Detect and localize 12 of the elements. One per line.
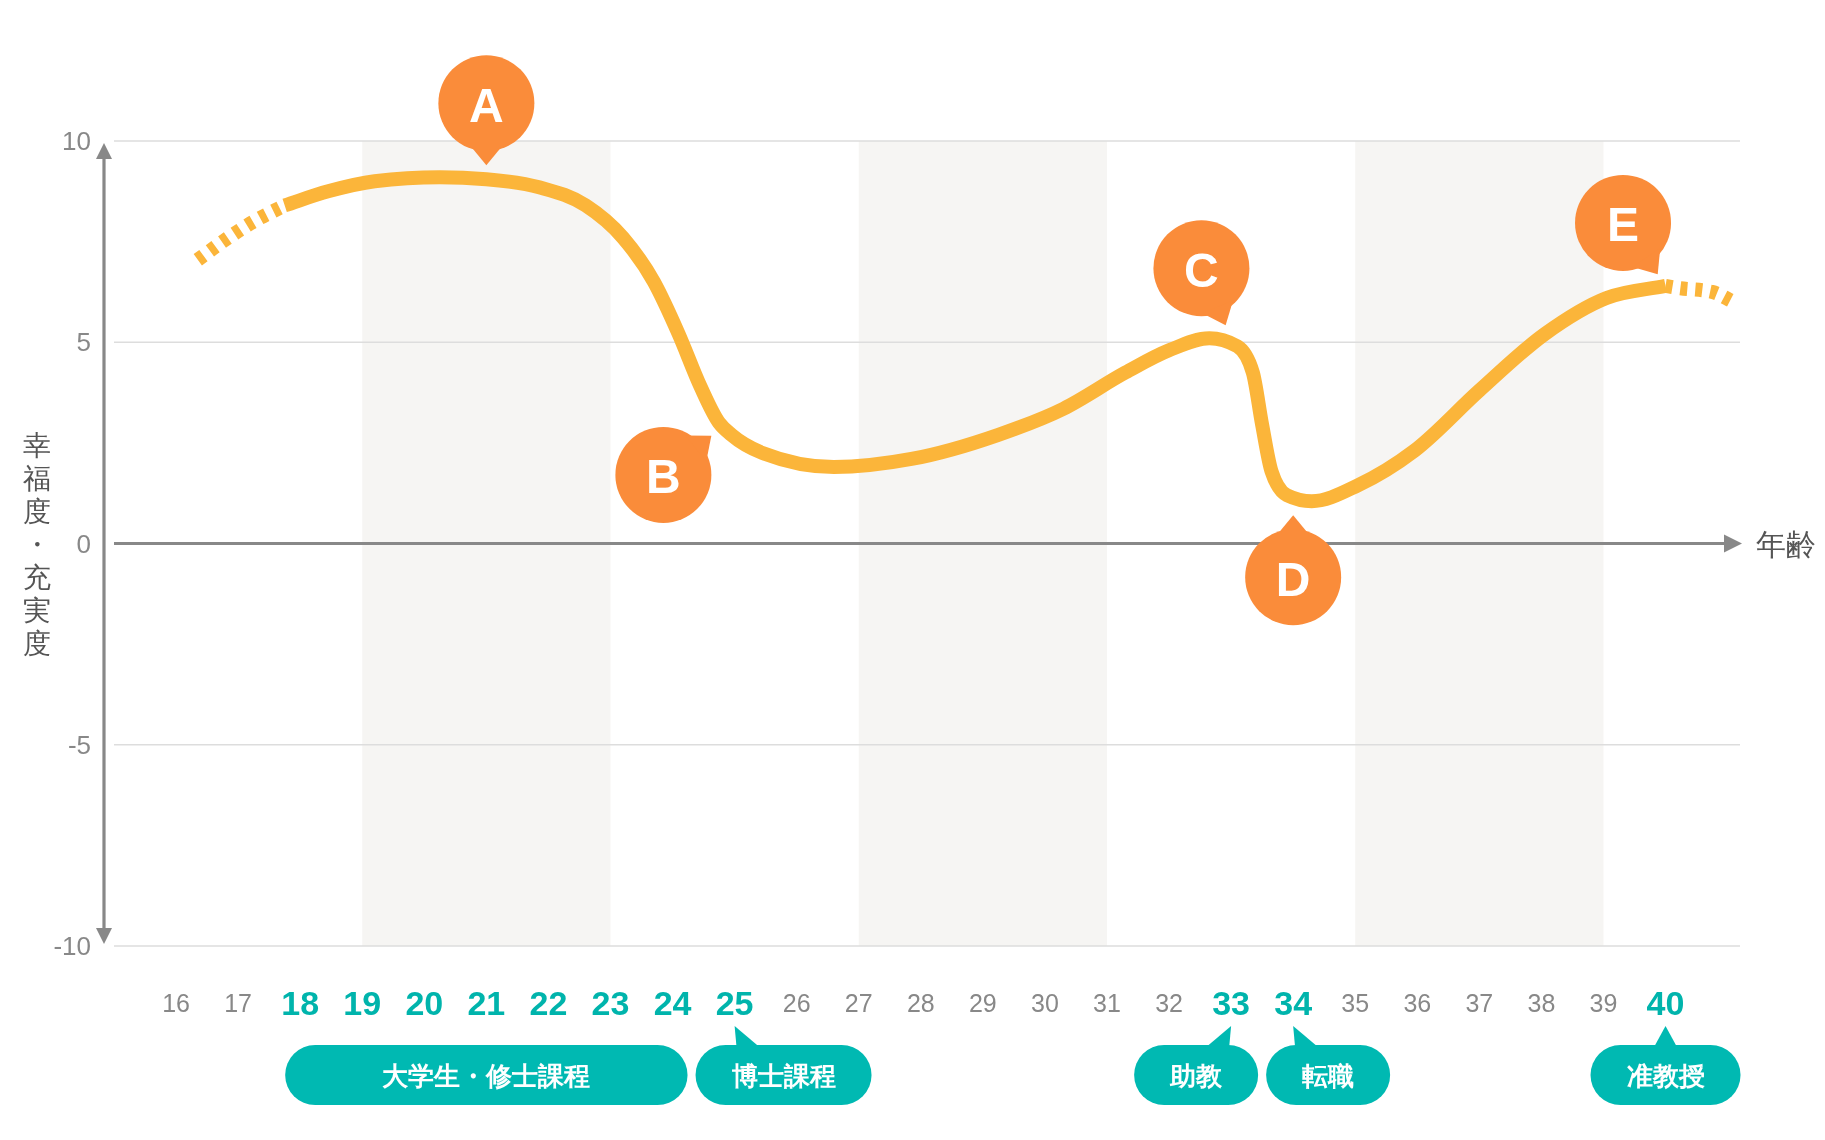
annotation: B: [646, 450, 681, 504]
xlabel: 年齢: [1756, 528, 1816, 561]
annotation: E: [1607, 198, 1640, 252]
annotation: A: [469, 78, 504, 132]
annotation: 大学生・修士課程: [382, 1061, 591, 1091]
annotation: D: [1275, 552, 1311, 606]
annotation: C: [1184, 243, 1219, 297]
ylabel: 幸福度・充実度: [23, 429, 51, 658]
annotation: 助教: [1170, 1061, 1223, 1091]
annotation: 転職: [1302, 1061, 1355, 1091]
annotation: 博士課程: [731, 1061, 836, 1091]
annotation: 准教授: [1626, 1061, 1705, 1091]
